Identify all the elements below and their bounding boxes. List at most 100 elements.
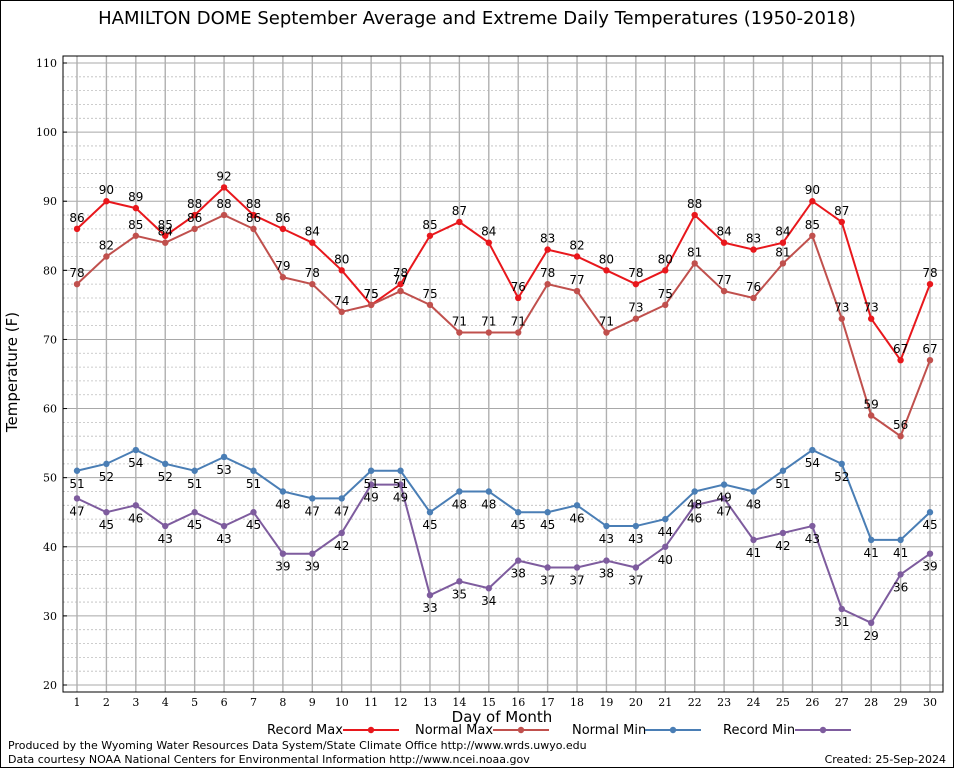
data-label: 31 [834,615,849,629]
data-point [897,536,904,544]
y-tick-label: 70 [43,333,57,346]
x-tick-label: 23 [717,696,731,709]
data-point [603,267,610,274]
data-point [279,550,287,557]
legend-marker [819,726,827,734]
footer-data-courtesy: Data courtesy NOAA National Centers for … [8,753,530,766]
data-point [250,211,257,219]
data-label: 45 [540,518,555,532]
data-point [662,515,669,523]
data-point [750,294,757,302]
data-label: 46 [687,511,702,525]
data-point [279,488,287,495]
data-point [220,453,228,461]
x-tick-label: 30 [923,696,937,709]
data-point [191,509,198,516]
data-point [838,605,845,613]
data-point [73,280,81,288]
data-label: 85 [128,218,143,232]
data-point [662,301,669,309]
data-label: 82 [99,239,114,253]
x-tick-label: 8 [279,696,286,709]
x-tick-label: 10 [335,696,349,709]
data-point [309,239,316,246]
data-label: 78 [393,266,408,280]
x-tick-label: 6 [221,696,228,709]
data-point [132,204,140,212]
data-label: 41 [864,546,879,560]
data-point [220,184,228,191]
data-label: 53 [216,463,231,477]
data-label: 88 [216,197,231,211]
data-label: 43 [805,532,820,546]
data-label: 86 [69,211,84,225]
data-point [867,536,875,544]
data-point [250,509,257,516]
data-label: 43 [599,532,614,546]
data-label: 87 [452,204,467,218]
data-point [309,280,316,288]
plot-border [62,55,944,693]
data-label: 73 [628,301,643,315]
data-point [750,488,757,495]
data-label: 45 [246,518,261,532]
data-label: 80 [599,252,614,266]
data-point [720,287,728,295]
data-label: 76 [746,280,761,294]
data-point [456,329,463,336]
data-point [691,488,698,495]
data-point [132,502,140,509]
data-point [838,218,845,226]
data-point [573,253,581,260]
data-label: 45 [922,518,937,532]
data-point [867,412,875,419]
data-point [191,467,198,474]
data-point [779,239,787,246]
y-tick-label: 80 [43,264,57,277]
x-tick-label: 13 [423,696,437,709]
x-tick-label: 18 [570,696,584,709]
data-point [162,232,169,239]
data-label: 52 [834,470,849,484]
data-point [691,260,698,267]
data-point [73,225,81,233]
data-point [162,522,169,530]
data-label: 78 [540,266,555,280]
data-label: 47 [69,504,84,518]
x-axis-title: Day of Month [452,708,553,726]
data-point [632,522,640,530]
data-label: 52 [158,470,173,484]
data-label: 29 [864,629,879,643]
data-point [632,564,640,571]
data-point [897,356,904,364]
x-tick-label: 25 [776,696,790,709]
data-label: 49 [393,491,408,505]
x-tick-label: 21 [658,696,672,709]
data-label: 45 [187,518,202,532]
y-tick-label: 30 [43,610,57,623]
legend-marker [517,726,525,734]
data-point [367,467,375,474]
data-point [926,356,934,364]
data-point [809,198,816,205]
data-point [662,543,669,550]
x-tick-label: 3 [132,696,139,709]
data-point [750,246,757,253]
data-point [779,260,787,267]
series-line-normal-min [76,448,931,541]
series-line-normal-max [76,213,931,438]
data-point [720,481,728,488]
data-label: 81 [775,245,790,259]
data-point [603,557,610,564]
data-label: 47 [334,504,349,518]
y-tick-label: 20 [43,679,57,692]
data-label: 82 [569,239,584,253]
data-label: 56 [893,418,908,432]
data-label: 88 [687,197,702,211]
data-label: 67 [922,342,937,356]
data-label: 79 [275,259,290,273]
x-tick-label: 4 [162,696,169,709]
data-label: 90 [99,183,114,197]
data-label: 36 [893,580,908,594]
data-label: 48 [481,497,496,511]
